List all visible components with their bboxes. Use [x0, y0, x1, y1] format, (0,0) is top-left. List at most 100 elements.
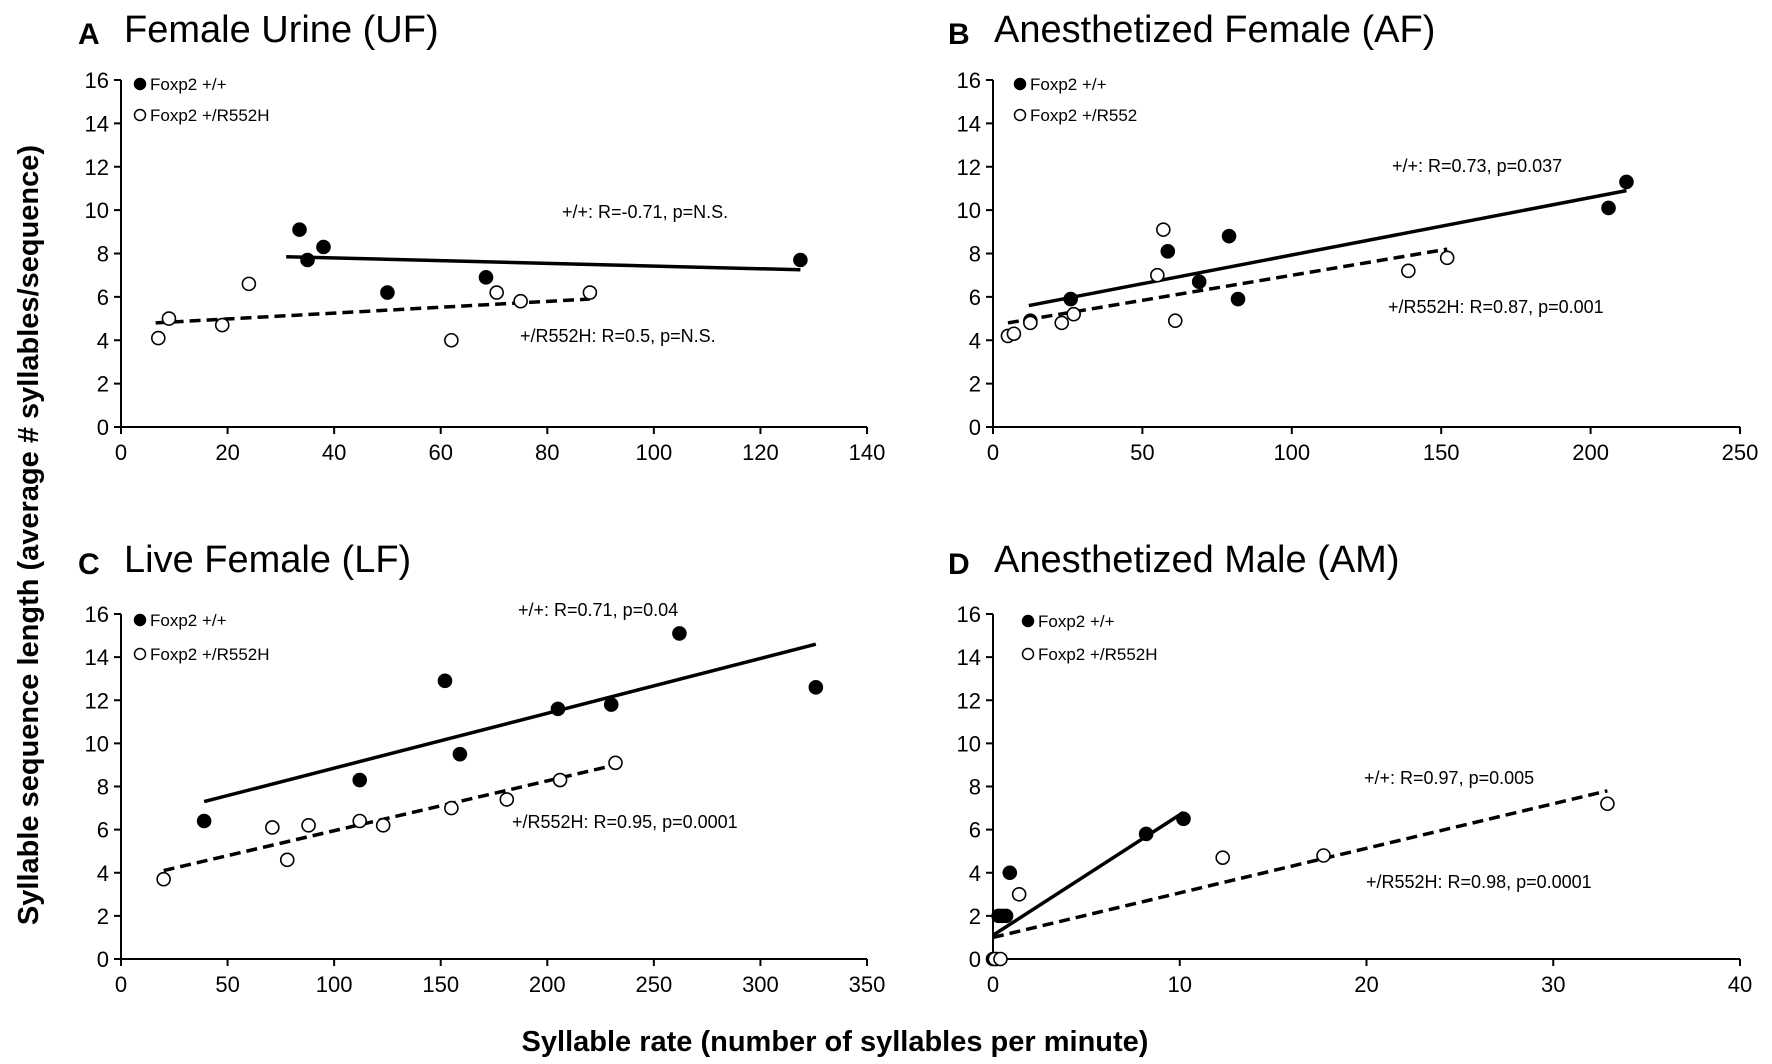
plot-area: 0 2 4 6 8 10 12 14 16 0 20 40 60 80 100 120 140	[85, 68, 886, 465]
data-point-mutant	[444, 332, 459, 348]
data-point-mutant	[1167, 313, 1183, 329]
data-point-mutant	[279, 852, 295, 868]
data-point-mutant	[1156, 222, 1171, 237]
data-point-mutant	[265, 820, 280, 835]
fit-line-wildtype	[203, 642, 817, 804]
annotation-mutant: +/R552H: R=0.98, p=0.0001	[1366, 872, 1592, 892]
x-tick-label: 30	[1541, 972, 1565, 997]
y-tick-label: 6	[969, 285, 981, 310]
x-tick-label: 40	[1728, 972, 1752, 997]
data-point-wildtype	[380, 285, 395, 300]
data-point-wildtype	[808, 680, 824, 695]
annotation-wildtype: +/+: R=0.71, p=0.04	[518, 600, 678, 620]
data-point-wildtype	[478, 270, 494, 285]
y-tick-label: 10	[85, 198, 109, 223]
legend-marker-filled	[1013, 77, 1027, 91]
legend-marker-open	[133, 108, 147, 122]
data-point-mutant	[161, 311, 177, 326]
x-tick-label: 200	[529, 972, 566, 997]
data-point-wildtype	[1191, 274, 1207, 289]
x-tick-label: 0	[987, 440, 999, 465]
y-tick-label: 2	[969, 372, 981, 397]
data-point-wildtype	[793, 252, 808, 268]
panel-d: D Anesthetized Male (AM) 0 2 4 6 8 10 12 14 16 0 1…	[948, 539, 1752, 997]
y-tick-label: 16	[85, 68, 109, 93]
x-tick-label: 150	[422, 972, 459, 997]
x-tick-label: 200	[1572, 440, 1609, 465]
y-tick-label: 14	[957, 645, 981, 670]
legend-marker-filled	[133, 613, 147, 627]
data-point-mutant	[513, 293, 528, 309]
legend-marker-open	[133, 647, 147, 661]
data-point-mutant	[608, 755, 623, 771]
panel-title: Female Urine (UF)	[124, 9, 439, 51]
y-tick-label: 16	[85, 602, 109, 627]
data-point-wildtype	[550, 701, 566, 717]
legend-label-mutant: Foxp2 +/R552H	[150, 645, 270, 664]
data-point-wildtype	[998, 908, 1014, 924]
data-point-wildtype	[300, 252, 315, 268]
fit-line-wildtype	[286, 255, 801, 272]
data-point-wildtype	[437, 673, 453, 689]
x-tick-label: 350	[849, 972, 886, 997]
x-tick-label: 20	[215, 440, 239, 465]
y-tick-label: 8	[969, 242, 981, 267]
panel-letter: D	[948, 548, 970, 581]
legend-label-wildtype: Foxp2 +/+	[150, 75, 227, 94]
y-axis-label: Syllable sequence length (average # syll…	[13, 145, 45, 925]
data-point-wildtype	[1601, 200, 1616, 216]
data-point-wildtype	[352, 772, 368, 788]
x-tick-label: 250	[1722, 440, 1759, 465]
y-tick-label: 4	[97, 328, 109, 353]
panel-b: B Anesthetized Female (AF) 0 2 4 6 8 10 12 14 16…	[948, 9, 1758, 465]
data-point-wildtype	[1002, 865, 1018, 881]
legend-marker-open	[1013, 108, 1027, 122]
y-tick-label: 0	[969, 415, 981, 440]
y-tick-label: 4	[969, 328, 981, 353]
y-tick-label: 14	[85, 111, 109, 136]
x-tick-label: 0	[115, 972, 127, 997]
x-tick-label: 20	[1354, 972, 1378, 997]
y-tick-label: 16	[957, 602, 981, 627]
data-point-mutant	[499, 792, 515, 807]
y-tick-label: 8	[97, 242, 109, 267]
panel-a: A Female Urine (UF) 0 2 4 6 8 10 12 14 16 0 20 40 60…	[78, 9, 885, 465]
x-tick-label: 50	[1130, 440, 1154, 465]
y-tick-label: 2	[969, 904, 981, 929]
x-tick-label: 100	[635, 440, 672, 465]
data-point-wildtype	[452, 746, 468, 762]
x-tick-label: 50	[215, 972, 239, 997]
panel-title: Anesthetized Male (AM)	[994, 539, 1400, 581]
legend: Foxp2 +/+ Foxp2 +/R552	[1013, 75, 1137, 125]
x-tick-label: 300	[742, 972, 779, 997]
x-axis-label: Syllable rate (number of syllables per m…	[522, 1026, 1149, 1058]
data-point-mutant	[214, 317, 230, 333]
y-tick-label: 0	[969, 947, 981, 972]
data-point-wildtype	[292, 222, 307, 237]
y-tick-label: 6	[969, 818, 981, 843]
legend-label-wildtype: Foxp2 +/+	[1030, 75, 1107, 94]
y-tick-label: 16	[957, 68, 981, 93]
x-tick-label: 250	[635, 972, 672, 997]
legend-label-mutant: Foxp2 +/R552H	[1038, 645, 1158, 664]
annotation-mutant: +/R552H: R=0.5, p=N.S.	[520, 326, 716, 346]
data-point-mutant	[552, 772, 568, 788]
x-tick-label: 0	[987, 972, 999, 997]
data-point-wildtype	[603, 697, 619, 712]
x-tick-label: 80	[535, 440, 559, 465]
annotation-mutant: +/R552H: R=0.87, p=0.001	[1388, 297, 1604, 317]
data-point-wildtype	[1063, 291, 1078, 307]
x-tick-label: 40	[322, 440, 346, 465]
panel-letter: B	[948, 18, 970, 51]
annotation-wildtype: +/+: R=0.73, p=0.037	[1392, 156, 1562, 176]
legend: Foxp2 +/+ Foxp2 +/R552H	[133, 75, 270, 125]
legend-label-wildtype: Foxp2 +/+	[150, 611, 227, 630]
data-point-mutant	[241, 276, 257, 292]
y-tick-label: 14	[957, 111, 981, 136]
data-point-mutant	[156, 871, 171, 887]
y-tick-label: 10	[957, 731, 981, 756]
legend-marker-filled	[133, 77, 147, 91]
data-point-mutant	[1011, 887, 1027, 902]
data-point-mutant	[444, 800, 459, 816]
